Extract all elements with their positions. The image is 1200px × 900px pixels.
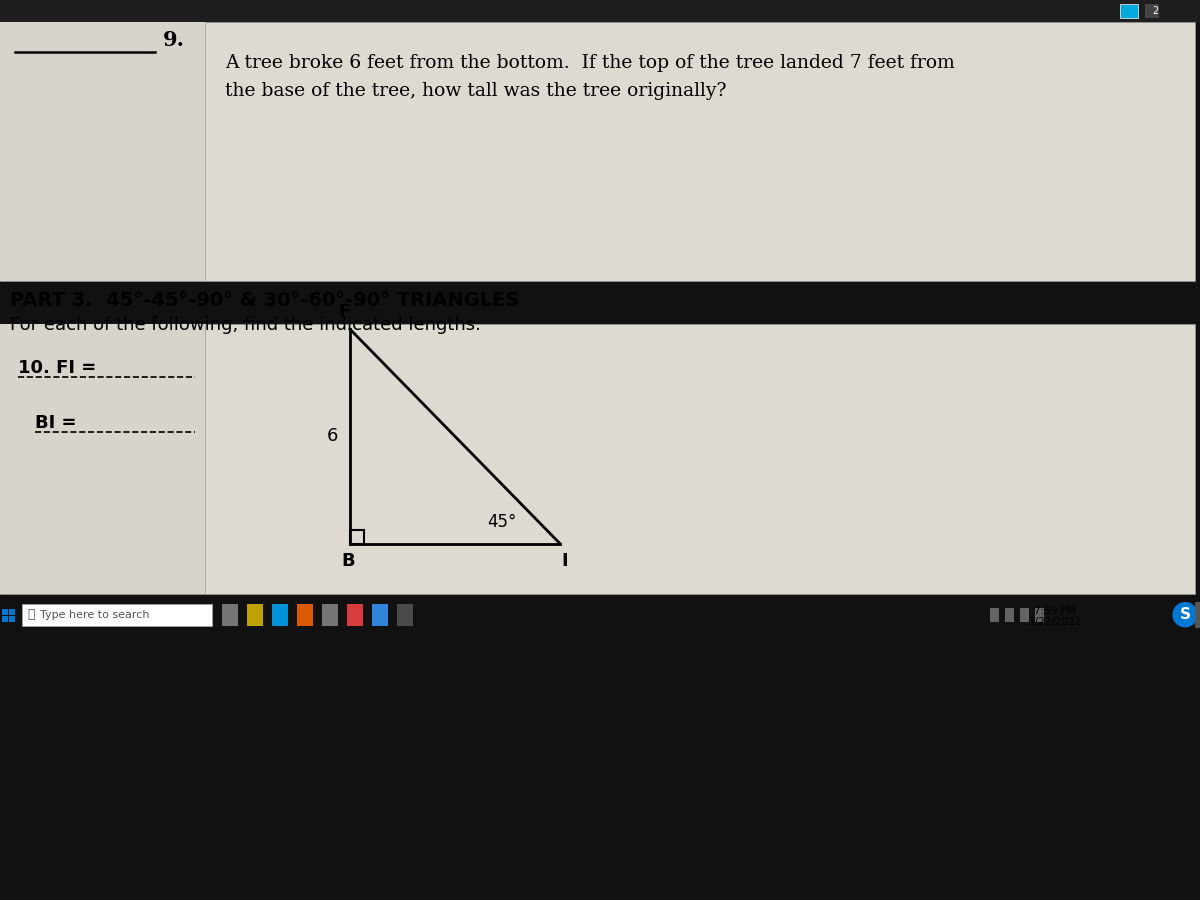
Text: F: F xyxy=(338,303,352,321)
Text: I: I xyxy=(562,552,569,570)
Bar xyxy=(298,604,313,626)
Text: B: B xyxy=(341,552,355,570)
Text: 45°: 45° xyxy=(487,513,517,531)
Bar xyxy=(0,324,1195,593)
Bar xyxy=(372,604,388,626)
Bar xyxy=(350,530,364,544)
Bar xyxy=(1020,608,1030,622)
Bar xyxy=(347,604,364,626)
Text: 9.: 9. xyxy=(163,30,185,50)
Bar xyxy=(272,604,288,626)
Text: Type here to search: Type here to search xyxy=(40,609,150,620)
Bar xyxy=(0,0,1200,22)
Text: 6: 6 xyxy=(326,428,337,446)
Text: 2: 2 xyxy=(1152,6,1158,16)
Text: ⌕: ⌕ xyxy=(28,608,35,621)
Bar xyxy=(2,616,8,622)
Text: 7:59 PM: 7:59 PM xyxy=(1034,606,1076,616)
Bar xyxy=(1195,601,1200,628)
Text: S: S xyxy=(1180,608,1190,622)
Bar xyxy=(2,608,8,615)
Bar xyxy=(247,604,263,626)
Text: PART 3.  45°-45°-90° & 30°-60°-90° TRIANGLES: PART 3. 45°-45°-90° & 30°-60°-90° TRIANG… xyxy=(10,292,520,310)
Text: A tree broke 6 feet from the bottom.  If the top of the tree landed 7 feet from: A tree broke 6 feet from the bottom. If … xyxy=(226,54,955,72)
Bar xyxy=(1034,608,1044,622)
Text: BI =: BI = xyxy=(35,414,77,432)
Bar xyxy=(222,604,238,626)
Text: For each of the following, find the indicated lengths.: For each of the following, find the indi… xyxy=(10,316,481,334)
Bar xyxy=(0,324,205,593)
Circle shape xyxy=(1174,603,1198,626)
Bar xyxy=(0,22,1195,282)
Bar xyxy=(1145,4,1159,18)
Text: 10. FI =: 10. FI = xyxy=(18,359,96,377)
Bar xyxy=(0,22,205,282)
Bar xyxy=(1120,4,1138,18)
Text: the base of the tree, how tall was the tree originally?: the base of the tree, how tall was the t… xyxy=(226,82,726,100)
Bar xyxy=(22,604,212,626)
Bar xyxy=(322,604,338,626)
Bar xyxy=(1006,608,1014,622)
Bar xyxy=(10,608,14,615)
Text: 1/21/2021: 1/21/2021 xyxy=(1028,616,1081,626)
Bar xyxy=(990,608,998,622)
Bar xyxy=(10,616,14,622)
Bar xyxy=(397,604,413,626)
